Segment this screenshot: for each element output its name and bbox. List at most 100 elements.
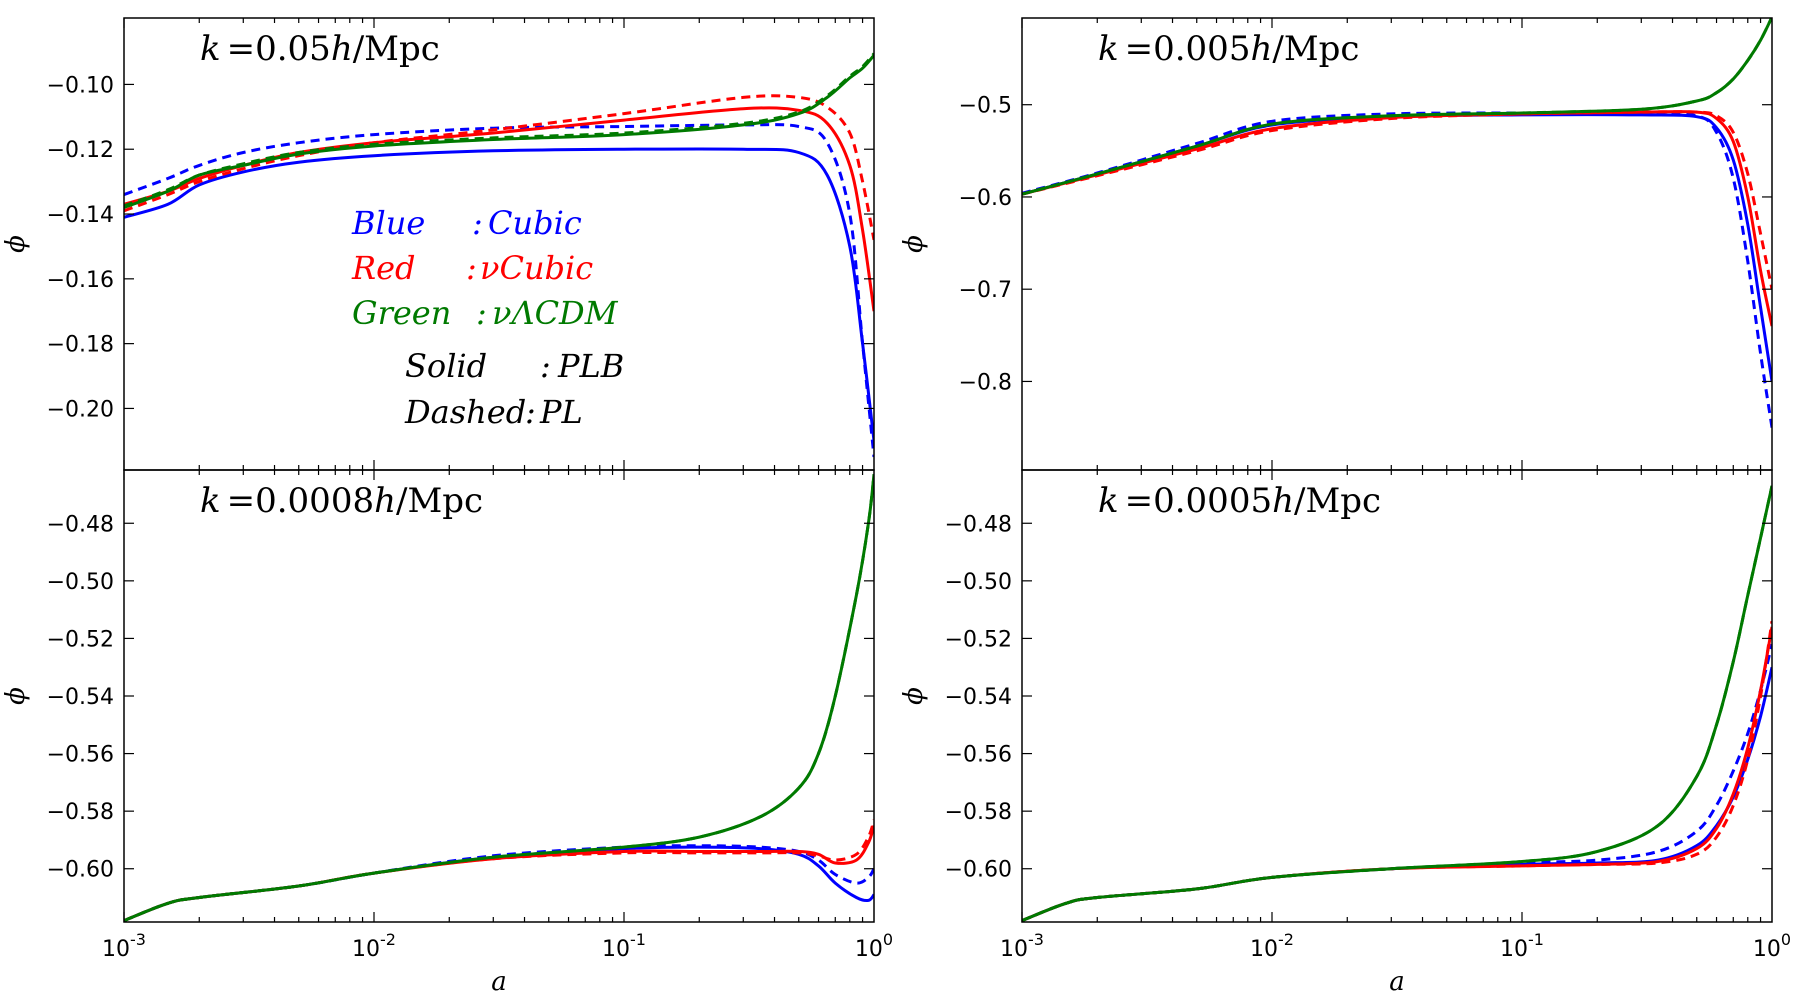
x-tick-label: 10-3 — [102, 930, 146, 962]
series-line — [124, 474, 874, 922]
series-line — [124, 825, 874, 922]
legend-separator: : — [540, 347, 551, 385]
panel-top-right: −0.8 −0.7 −0.6 −0.5 ϕ k =0.005h/Mpc — [899, 17, 1773, 471]
y-tick-label: −0.56 — [47, 743, 114, 768]
x-tick-label: 100 — [1753, 930, 1791, 962]
axes-frame — [1021, 17, 1773, 471]
k-symbol: k — [1098, 29, 1119, 69]
series-line — [1022, 666, 1772, 922]
x-tick-base: 10 — [1500, 937, 1528, 962]
x-tick-base: 10 — [102, 937, 130, 962]
k-h: h — [1272, 481, 1294, 521]
y-tick-label: −0.56 — [945, 743, 1012, 768]
y-tick-label: −0.50 — [945, 570, 1012, 595]
k-h: h — [374, 481, 396, 521]
x-tick-base: 10 — [1000, 937, 1028, 962]
legend-separator: : — [525, 393, 536, 431]
y-tick-label: −0.14 — [47, 203, 114, 228]
k-equals: = — [1125, 29, 1154, 69]
x-tick-label: 100 — [855, 930, 893, 962]
y-tick-label: −0.54 — [47, 685, 114, 710]
k-annotation: k =0.0005h/Mpc — [1098, 481, 1381, 521]
x-tick-exponent: -3 — [1028, 930, 1044, 949]
k-equals: = — [227, 481, 256, 521]
k-annotation: k =0.005h/Mpc — [1098, 29, 1359, 69]
legend-entry: Blue: Cubic — [351, 204, 582, 242]
k-h: h — [331, 29, 353, 69]
k-symbol: k — [200, 29, 221, 69]
y-tick-label: −0.8 — [959, 370, 1012, 395]
k-value: 0.05 — [255, 29, 331, 69]
k-value: 0.005 — [1153, 29, 1250, 69]
legend-label: Red — [351, 249, 416, 287]
series-line — [1022, 110, 1772, 327]
x-tick-label: 10-3 — [1000, 930, 1044, 962]
k-symbol: k — [1098, 481, 1119, 521]
x-tick-exponent: -2 — [380, 930, 396, 949]
series-line — [124, 474, 874, 922]
x-tick-base: 10 — [602, 937, 630, 962]
x-axis-label: a — [1389, 967, 1405, 997]
x-tick-base: 10 — [1250, 937, 1278, 962]
y-tick-label: −0.6 — [959, 186, 1012, 211]
y-axis-label: ϕ — [899, 235, 929, 253]
series-line — [124, 147, 874, 441]
y-tick-label: −0.16 — [47, 268, 114, 293]
series-group — [1022, 485, 1772, 922]
k-h: h — [1250, 29, 1272, 69]
x-tick-base: 10 — [352, 937, 380, 962]
x-tick-label: 10-1 — [602, 930, 646, 962]
y-axis-label: ϕ — [1, 687, 31, 705]
series-line — [1022, 485, 1772, 922]
x-tick-label: 10-2 — [1250, 930, 1294, 962]
k-unit: /Mpc — [1294, 481, 1381, 521]
x-tick-exponent: -2 — [1278, 930, 1294, 949]
series-line — [124, 106, 874, 312]
legend-label: Dashed — [404, 393, 526, 431]
x-tick-exponent: 0 — [883, 930, 893, 949]
legend-separator: : — [472, 204, 483, 242]
legend-separator: : — [476, 294, 487, 332]
k-annotation: k =0.0008h/Mpc — [200, 481, 483, 521]
x-tick-label: 10-2 — [352, 930, 396, 962]
series-line — [1022, 485, 1772, 922]
legend-value: PL — [539, 393, 583, 431]
legend-separator: : — [466, 249, 477, 287]
k-equals: = — [227, 29, 256, 69]
k-equals: = — [1125, 481, 1154, 521]
y-axis-label: ϕ — [1, 235, 31, 253]
axes-frame — [1021, 469, 1773, 923]
y-tick-label: −0.20 — [47, 397, 114, 422]
y-tick-label: −0.10 — [47, 73, 114, 98]
series-group — [1022, 18, 1772, 428]
legend-entry: Dashed: PL — [404, 393, 583, 431]
series-line — [124, 844, 874, 922]
y-tick-label: −0.60 — [945, 858, 1012, 883]
k-annotation: k =0.05h/Mpc — [200, 29, 440, 69]
y-tick-label: −0.48 — [47, 512, 114, 537]
x-tick-exponent: -3 — [130, 930, 146, 949]
legend-entry: Green: νΛCDM — [352, 294, 619, 332]
legend-value: Cubic — [488, 204, 582, 242]
y-tick-label: −0.18 — [47, 333, 114, 358]
k-symbol: k — [200, 481, 221, 521]
panel-top-left: −0.20 −0.18 −0.16 −0.14 −0.12 −0.10 ϕ k =0.05h/M… — [1, 17, 875, 471]
series-group — [124, 474, 874, 922]
y-tick-label: −0.12 — [47, 138, 114, 163]
legend-label: Blue — [351, 204, 425, 242]
y-tick-label: −0.7 — [959, 278, 1012, 303]
x-tick-exponent: 0 — [1781, 930, 1791, 949]
series-group — [124, 52, 874, 458]
series-line — [1022, 626, 1772, 922]
legend-entry: Red: νCubic — [351, 249, 593, 287]
x-tick-exponent: -1 — [1528, 930, 1544, 949]
series-line — [1022, 113, 1772, 382]
x-axis-label: a — [491, 967, 507, 997]
y-axis-label: ϕ — [899, 687, 929, 705]
y-tick-label: −0.5 — [959, 94, 1012, 119]
legend-label: Solid — [405, 347, 487, 385]
legend-value: νCubic — [480, 249, 593, 287]
